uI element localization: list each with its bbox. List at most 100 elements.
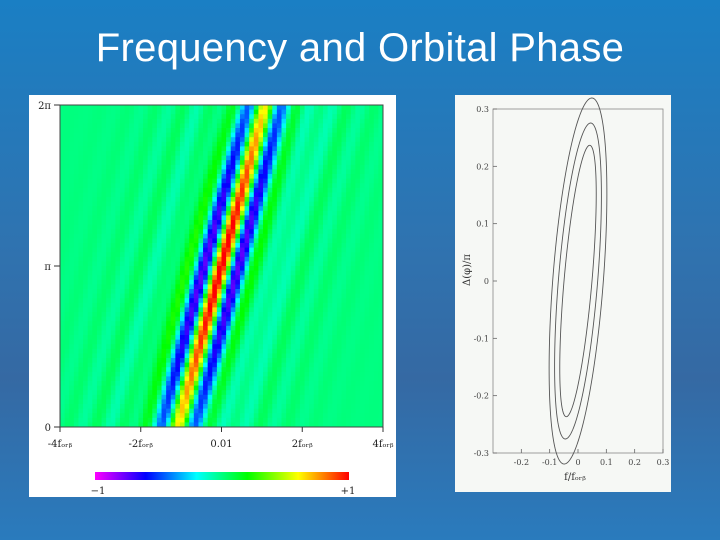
heatmap-cell bbox=[115, 261, 121, 267]
heatmap-cell bbox=[87, 141, 93, 147]
heatmap-cell bbox=[115, 192, 121, 198]
heatmap-cell bbox=[110, 220, 116, 226]
heatmap-cell bbox=[332, 146, 338, 152]
heatmap-cell bbox=[299, 174, 306, 180]
heatmap-cell bbox=[258, 215, 264, 221]
heatmap-cell bbox=[369, 201, 375, 207]
heatmap-cell bbox=[299, 353, 306, 359]
heatmap-cell bbox=[378, 417, 383, 423]
heatmap-cell bbox=[276, 155, 283, 161]
heatmap-cell bbox=[221, 146, 227, 152]
heatmap-cell bbox=[124, 220, 130, 226]
phase-orbit-panel: -0.2 -0.1 0 0.1 0.2 0.3 0.3 0.2 0.1 0 -0.1 -0.2 -0.3… bbox=[455, 95, 671, 492]
heatmap-cell bbox=[309, 321, 315, 327]
heatmap-cell bbox=[272, 404, 278, 410]
heatmap-cell bbox=[78, 279, 84, 285]
heatmap-cell bbox=[166, 192, 172, 198]
heatmap-cell bbox=[143, 137, 149, 143]
heatmap-cell bbox=[184, 187, 190, 193]
heatmap-cell bbox=[147, 344, 153, 350]
heatmap-cell bbox=[147, 164, 153, 170]
heatmap-cell bbox=[281, 408, 287, 414]
heatmap-cell bbox=[313, 137, 319, 143]
heatmap-cell bbox=[143, 187, 149, 193]
heatmap-cell bbox=[221, 302, 227, 308]
heatmap-cell bbox=[323, 362, 329, 368]
heatmap-cell bbox=[323, 114, 329, 120]
heatmap-cell bbox=[143, 390, 149, 396]
orbit-ellipse bbox=[548, 97, 608, 465]
heatmap-cell bbox=[133, 146, 140, 152]
heatmap-cell bbox=[179, 339, 186, 345]
heatmap-cell bbox=[226, 187, 232, 193]
heatmap-cell bbox=[226, 233, 232, 239]
heatmap-cell bbox=[313, 123, 319, 129]
heatmap-cell bbox=[235, 160, 241, 166]
heatmap-cell bbox=[336, 381, 343, 387]
heatmap-cell bbox=[272, 298, 278, 304]
heatmap-cell bbox=[212, 339, 218, 345]
heatmap-cell bbox=[175, 266, 181, 272]
heatmap-cell bbox=[364, 256, 370, 262]
heatmap-cell bbox=[299, 275, 306, 281]
heatmap-cell bbox=[364, 335, 370, 341]
heatmap-cell bbox=[101, 118, 107, 124]
heatmap-cell bbox=[304, 105, 310, 111]
heatmap-cell bbox=[87, 192, 93, 198]
heatmap-cell bbox=[96, 270, 103, 276]
heatmap-cell bbox=[286, 404, 292, 410]
heatmap-cell bbox=[184, 210, 190, 216]
heatmap-cell bbox=[110, 413, 116, 419]
heatmap-cell bbox=[152, 155, 158, 161]
heatmap-cell bbox=[147, 243, 153, 249]
heatmap-cell bbox=[92, 128, 98, 134]
heatmap-cell bbox=[286, 114, 292, 120]
heatmap-cell bbox=[281, 215, 287, 221]
heatmap-cell bbox=[133, 353, 140, 359]
heatmap-cell bbox=[87, 362, 93, 368]
heatmap-cell bbox=[92, 123, 98, 129]
heatmap-cell bbox=[249, 252, 255, 258]
heatmap-cell bbox=[244, 399, 250, 405]
heatmap-cell bbox=[92, 155, 98, 161]
heatmap-cell bbox=[96, 146, 103, 152]
heatmap-cell bbox=[83, 325, 89, 331]
heatmap-cell bbox=[253, 348, 260, 354]
heatmap-cell bbox=[341, 128, 347, 134]
heatmap-cell bbox=[212, 256, 218, 262]
heatmap-cell bbox=[244, 146, 250, 152]
heatmap-cell bbox=[203, 132, 209, 138]
heatmap-cell bbox=[221, 376, 227, 382]
heatmap-cell bbox=[235, 335, 241, 341]
heatmap-cell bbox=[170, 178, 176, 184]
heatmap-cell bbox=[309, 362, 315, 368]
heatmap-cell bbox=[364, 266, 370, 272]
heatmap-cell bbox=[60, 169, 66, 175]
heatmap-cell bbox=[263, 266, 269, 272]
heatmap-cell bbox=[124, 137, 130, 143]
heatmap-cell bbox=[373, 169, 379, 175]
heatmap-cell bbox=[156, 307, 163, 313]
heatmap-cell bbox=[249, 353, 255, 359]
heatmap-cell bbox=[73, 353, 80, 359]
heatmap-cell bbox=[304, 174, 310, 180]
heatmap-cell bbox=[253, 413, 260, 419]
heatmap-cell bbox=[378, 293, 383, 299]
heatmap-cell bbox=[355, 279, 361, 285]
heatmap-cell bbox=[281, 132, 287, 138]
heatmap-cell bbox=[106, 339, 112, 345]
heatmap-cell bbox=[318, 362, 324, 368]
heatmap-cell bbox=[87, 118, 93, 124]
heatmap-cell bbox=[203, 233, 209, 239]
heatmap-cell bbox=[221, 105, 227, 111]
heatmap-cell bbox=[263, 164, 269, 170]
heatmap-cell bbox=[184, 220, 190, 226]
heatmap-cell bbox=[221, 298, 227, 304]
heatmap-cell bbox=[299, 404, 306, 410]
heatmap-cell bbox=[350, 408, 356, 414]
heatmap-cell bbox=[239, 114, 246, 120]
heatmap-cell bbox=[129, 243, 135, 249]
heatmap-cell bbox=[323, 178, 329, 184]
heatmap-cell bbox=[166, 169, 172, 175]
heatmap-cell bbox=[198, 146, 204, 152]
